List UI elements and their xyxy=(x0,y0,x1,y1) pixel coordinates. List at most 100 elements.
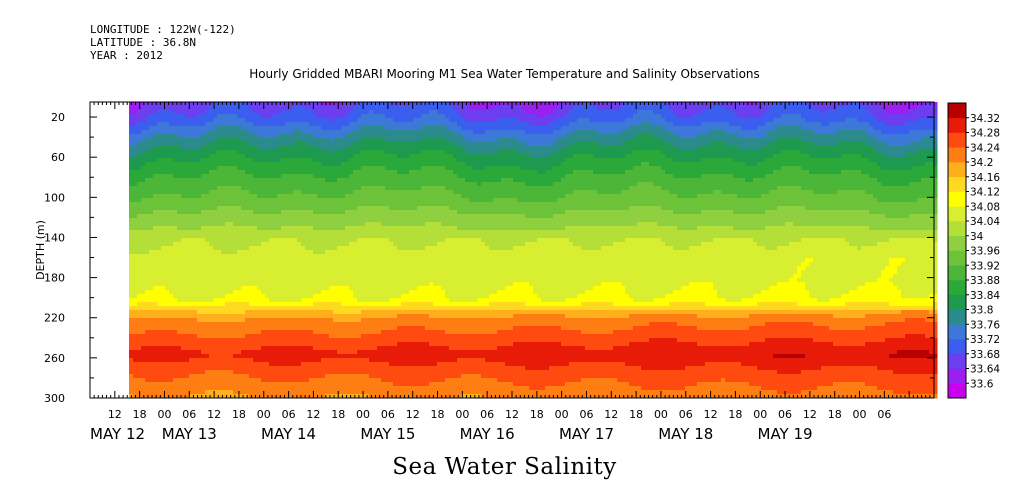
salinity-cell xyxy=(129,154,134,159)
salinity-cell xyxy=(261,298,266,303)
salinity-cell xyxy=(305,390,310,395)
salinity-cell xyxy=(133,190,138,195)
salinity-cell xyxy=(289,266,294,271)
salinity-cell xyxy=(193,198,198,203)
salinity-cell xyxy=(293,246,298,251)
salinity-cell xyxy=(205,106,210,111)
salinity-cell xyxy=(325,358,330,363)
salinity-cell xyxy=(301,390,306,395)
salinity-cell xyxy=(269,386,274,391)
salinity-cell xyxy=(153,130,158,135)
salinity-cell xyxy=(133,230,138,235)
salinity-cell xyxy=(369,326,374,331)
salinity-cell xyxy=(173,366,178,371)
salinity-cell xyxy=(241,326,246,331)
salinity-cell xyxy=(341,106,346,111)
salinity-cell xyxy=(213,366,218,371)
salinity-cell xyxy=(357,314,362,319)
salinity-cell xyxy=(241,154,246,159)
salinity-cell xyxy=(169,278,174,283)
salinity-cell xyxy=(297,102,302,107)
salinity-cell xyxy=(169,210,174,215)
salinity-cell xyxy=(149,382,154,387)
salinity-cell xyxy=(317,286,322,291)
salinity-cell xyxy=(197,278,202,283)
salinity-cell xyxy=(133,198,138,203)
salinity-cell xyxy=(321,126,326,131)
salinity-cell xyxy=(277,106,282,111)
salinity-cell xyxy=(369,334,374,339)
salinity-cell xyxy=(177,206,182,211)
salinity-cell xyxy=(133,386,138,391)
salinity-cell xyxy=(173,226,178,231)
salinity-cell xyxy=(269,234,274,239)
salinity-cell xyxy=(301,138,306,143)
salinity-cell xyxy=(261,246,266,251)
salinity-cell xyxy=(377,342,382,347)
salinity-cell xyxy=(285,166,290,171)
salinity-cell xyxy=(217,158,222,163)
salinity-cell xyxy=(249,206,254,211)
salinity-cell xyxy=(237,206,242,211)
salinity-cell xyxy=(373,338,378,343)
salinity-cell xyxy=(169,314,174,319)
salinity-cell xyxy=(205,274,210,279)
salinity-cell xyxy=(193,370,198,375)
salinity-cell xyxy=(381,222,386,227)
salinity-cell xyxy=(397,154,402,159)
salinity-cell xyxy=(257,186,262,191)
salinity-cell xyxy=(249,274,254,279)
salinity-cell xyxy=(313,390,318,395)
salinity-cell xyxy=(229,354,234,359)
salinity-cell xyxy=(149,166,154,171)
salinity-cell xyxy=(213,134,218,139)
salinity-cell xyxy=(297,266,302,271)
salinity-cell xyxy=(185,266,190,271)
salinity-cell xyxy=(337,190,342,195)
salinity-cell xyxy=(161,294,166,299)
salinity-cell xyxy=(353,190,358,195)
salinity-cell xyxy=(241,238,246,243)
salinity-cell xyxy=(369,194,374,199)
salinity-cell xyxy=(301,290,306,295)
salinity-cell xyxy=(265,210,270,215)
salinity-cell xyxy=(381,202,386,207)
salinity-cell xyxy=(341,218,346,223)
salinity-cell xyxy=(393,298,398,303)
salinity-cell xyxy=(161,358,166,363)
salinity-cell xyxy=(177,214,182,219)
salinity-cell xyxy=(153,194,158,199)
salinity-cell xyxy=(273,330,278,335)
salinity-cell xyxy=(357,250,362,255)
salinity-cell xyxy=(269,326,274,331)
salinity-cell xyxy=(385,222,390,227)
salinity-cell xyxy=(285,382,290,387)
salinity-cell xyxy=(301,298,306,303)
salinity-cell xyxy=(245,282,250,287)
salinity-cell xyxy=(137,214,142,219)
salinity-cell xyxy=(177,266,182,271)
salinity-cell xyxy=(353,338,358,343)
salinity-cell xyxy=(353,294,358,299)
salinity-cell xyxy=(137,154,142,159)
salinity-cell xyxy=(293,138,298,143)
salinity-cell xyxy=(157,310,162,315)
salinity-cell xyxy=(361,230,366,235)
salinity-cell xyxy=(269,258,274,263)
salinity-cell xyxy=(257,314,262,319)
salinity-cell xyxy=(393,190,398,195)
salinity-cell xyxy=(277,170,282,175)
salinity-cell xyxy=(157,294,162,299)
salinity-cell xyxy=(333,330,338,335)
salinity-cell xyxy=(349,134,354,139)
salinity-cell xyxy=(217,154,222,159)
salinity-cell xyxy=(313,162,318,167)
salinity-cell xyxy=(181,250,186,255)
salinity-cell xyxy=(161,266,166,271)
salinity-cell xyxy=(309,302,314,307)
salinity-cell xyxy=(361,134,366,139)
salinity-cell xyxy=(325,242,330,247)
salinity-cell xyxy=(205,382,210,387)
salinity-cell xyxy=(273,362,278,367)
salinity-cell xyxy=(285,134,290,139)
